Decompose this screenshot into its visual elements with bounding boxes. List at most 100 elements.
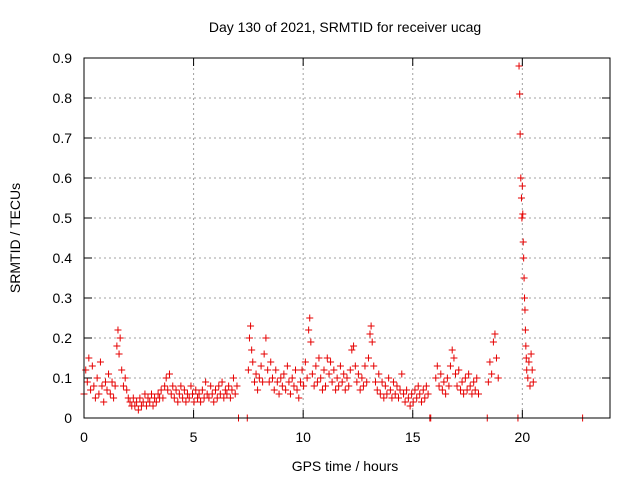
data-point xyxy=(418,398,426,406)
data-point xyxy=(330,366,338,374)
data-point xyxy=(519,238,527,246)
data-point xyxy=(403,386,411,394)
data-point xyxy=(88,362,96,370)
data-point xyxy=(484,378,492,386)
data-point xyxy=(162,374,170,382)
data-point xyxy=(98,382,106,390)
data-point xyxy=(273,378,281,386)
data-point xyxy=(453,382,461,390)
data-point xyxy=(488,370,496,378)
data-point xyxy=(461,374,469,382)
data-point xyxy=(335,382,343,390)
data-point xyxy=(210,398,218,406)
y-tick-label: 0.2 xyxy=(53,330,73,346)
x-tick-label: 15 xyxy=(405,429,421,445)
data-point xyxy=(146,398,154,406)
data-point xyxy=(358,374,366,382)
data-point xyxy=(517,194,525,202)
data-point xyxy=(327,358,335,366)
data-point xyxy=(442,390,450,398)
data-point xyxy=(179,394,187,402)
data-point xyxy=(148,390,156,398)
data-point xyxy=(475,390,482,398)
data-point xyxy=(457,386,465,394)
data-point xyxy=(494,374,502,382)
data-point xyxy=(341,386,349,394)
data-point xyxy=(346,366,354,374)
data-point xyxy=(350,342,358,350)
data-point xyxy=(448,346,456,354)
data-point xyxy=(96,358,104,366)
data-point xyxy=(223,390,231,398)
data-point xyxy=(308,370,316,378)
data-point xyxy=(190,398,198,406)
data-point xyxy=(381,382,389,390)
data-point xyxy=(248,346,256,354)
data-point xyxy=(233,382,241,390)
y-tick-label: 0 xyxy=(64,410,72,426)
data-point xyxy=(328,378,336,386)
data-point xyxy=(364,354,372,362)
data-point xyxy=(451,370,459,378)
data-point xyxy=(516,90,524,98)
data-point xyxy=(170,394,178,402)
data-point xyxy=(216,390,224,398)
data-point xyxy=(388,394,396,402)
data-point xyxy=(288,374,296,382)
data-point xyxy=(301,358,309,366)
data-point xyxy=(255,374,263,382)
data-point xyxy=(291,366,299,374)
data-point xyxy=(103,386,111,394)
data-point xyxy=(340,370,348,378)
data-point xyxy=(133,398,141,406)
data-point xyxy=(521,306,529,314)
data-point xyxy=(450,354,458,362)
data-point xyxy=(433,362,441,370)
data-point xyxy=(123,386,131,394)
data-point xyxy=(359,382,367,390)
data-point xyxy=(251,378,259,386)
data-point xyxy=(264,366,272,374)
data-point xyxy=(520,254,528,262)
grid-layer xyxy=(84,58,610,418)
axis-layer: 0 0.1 0.2 0.3 0.4 0.5 0.6 0.7 0.8 0.9 0 5 10 15 20 xyxy=(53,50,611,445)
data-point xyxy=(437,370,445,378)
data-point xyxy=(136,394,144,402)
data-point xyxy=(529,378,537,386)
data-point xyxy=(338,378,346,386)
data-point xyxy=(312,362,320,370)
data-point xyxy=(215,382,223,390)
data-point xyxy=(460,390,468,398)
data-point xyxy=(259,378,267,386)
data-point xyxy=(131,402,139,410)
data-point xyxy=(82,366,90,374)
data-point xyxy=(325,370,333,378)
data-point xyxy=(435,382,443,390)
data-point xyxy=(320,366,328,374)
data-point xyxy=(116,334,124,342)
data-point xyxy=(395,394,403,402)
data-point xyxy=(520,274,528,282)
data-point xyxy=(438,386,446,394)
data-point xyxy=(254,386,262,394)
data-point xyxy=(354,370,362,378)
data-point xyxy=(175,390,183,398)
data-point xyxy=(115,350,123,358)
data-point xyxy=(149,402,157,410)
data-point xyxy=(247,322,255,330)
data-point xyxy=(187,382,195,390)
data-point xyxy=(368,338,376,346)
data-point xyxy=(332,386,340,394)
data-point xyxy=(270,386,278,394)
data-point xyxy=(265,378,273,386)
data-point xyxy=(244,366,252,374)
data-point xyxy=(366,330,374,338)
data-point xyxy=(195,390,203,398)
data-point xyxy=(310,382,318,390)
data-point xyxy=(370,362,378,370)
data-point xyxy=(303,374,311,382)
data-point xyxy=(106,390,114,398)
data-point xyxy=(213,394,221,402)
data-point xyxy=(267,358,275,366)
